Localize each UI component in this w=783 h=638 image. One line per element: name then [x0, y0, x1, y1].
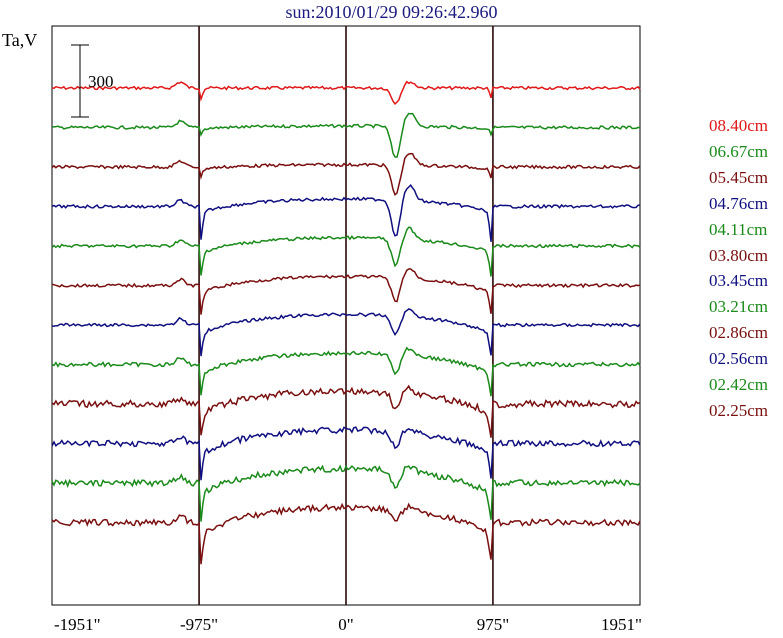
series-line-02.25cm [51, 502, 641, 565]
scale-bar-label: 300 [88, 72, 114, 91]
legend-entry: 03.45cm [709, 271, 769, 291]
legend-entry: 02.56cm [709, 349, 769, 369]
legend-entry: 05.45cm [709, 167, 769, 187]
x-tick-label: 0" [338, 615, 353, 634]
series-line-06.67cm [51, 112, 641, 158]
x-tick-label: 975" [477, 615, 509, 634]
x-tick-labels: -1951" -975" 0" 975" 1951" [54, 615, 642, 634]
legend-entry: 02.42cm [709, 375, 769, 395]
legend-entry: 04.76cm [709, 193, 769, 213]
series-line-04.76cm [51, 184, 641, 242]
x-tick-label: -975" [180, 615, 218, 634]
legend-entry: 03.21cm [709, 297, 769, 317]
legend-entry: 04.11cm [709, 219, 768, 239]
series-line-02.56cm [51, 426, 641, 481]
series-line-03.21cm [51, 346, 641, 397]
series-line-08.40cm [51, 80, 641, 106]
series-line-04.11cm [51, 226, 641, 277]
series-line-05.45cm [51, 152, 641, 196]
chart-title: sun:2010/01/29 09:26:42.960 [285, 2, 498, 22]
legend: 08.40cm 06.67cm 05.45cm 04.76cm 04.11cm 03.80… [709, 113, 768, 424]
series-line-02.86cm [51, 384, 641, 438]
x-tick-label: -1951" [54, 615, 101, 634]
legend-entry: 02.86cm [709, 323, 769, 343]
series-lines [51, 80, 641, 565]
legend-entry: 08.40cm [709, 116, 769, 135]
series-line-03.80cm [51, 268, 641, 315]
scale-bar: 300 [71, 44, 114, 118]
legend-entry: 02.25cm [709, 400, 769, 420]
x-tick-label: 1951" [601, 615, 642, 634]
legend-entry: 06.67cm [709, 141, 769, 161]
legend-entry: 03.80cm [709, 245, 769, 265]
y-axis-label: Ta,V [2, 30, 38, 50]
series-line-02.42cm [51, 464, 641, 522]
series-line-03.45cm [51, 308, 641, 357]
